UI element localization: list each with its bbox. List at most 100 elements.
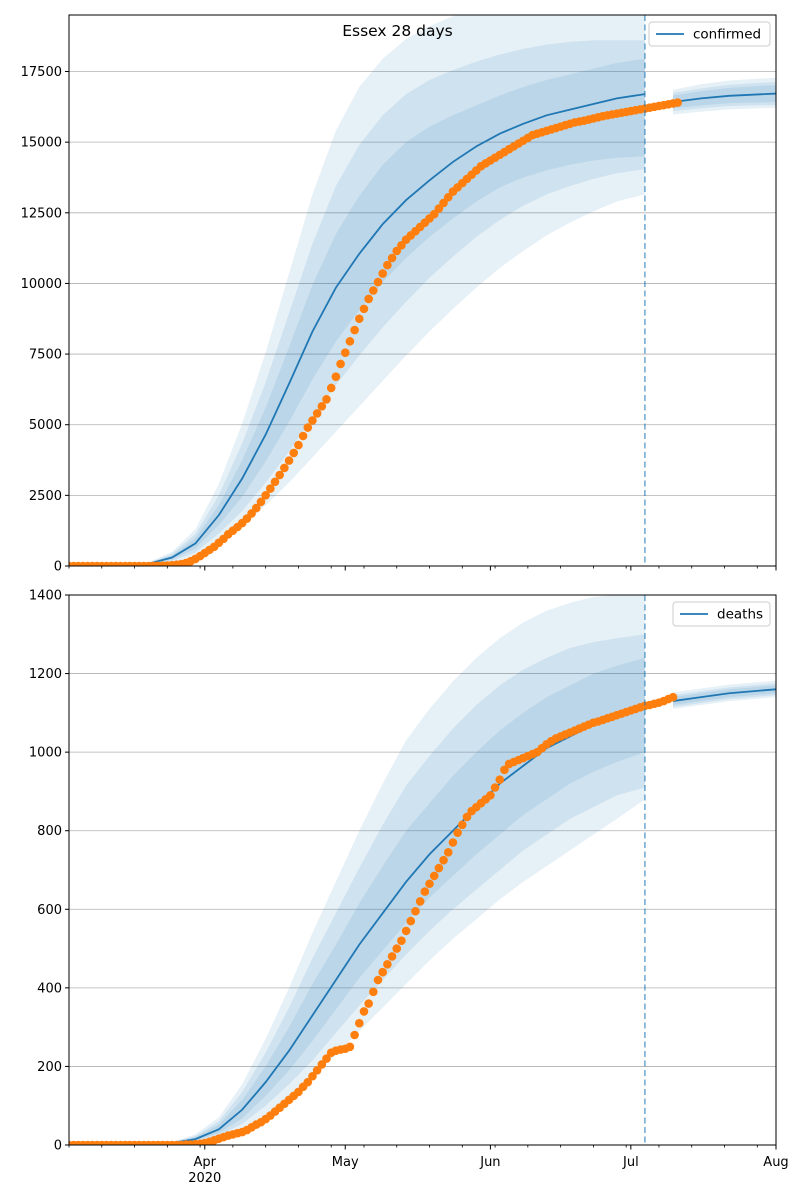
data-point (415, 897, 425, 906)
data-point (289, 448, 299, 458)
data-point (420, 887, 430, 896)
data-point (673, 98, 682, 107)
data-point (397, 936, 406, 946)
y-tick-label: 1400 (29, 589, 62, 604)
legend: confirmed (648, 21, 771, 47)
x-tick-sublabel: 2020 (188, 1171, 221, 1186)
legend: deaths (672, 601, 771, 627)
data-point (406, 916, 416, 926)
y-tick-label: 10000 (21, 277, 62, 292)
data-point (373, 277, 383, 287)
y-tick-label: 0 (54, 1139, 62, 1154)
data-point (383, 959, 392, 969)
data-point (345, 1042, 355, 1052)
data-point (317, 1060, 327, 1069)
data-point (439, 855, 448, 865)
grid (69, 71, 776, 567)
data-point (280, 463, 289, 473)
uncertainty-band (69, 595, 645, 1145)
y-tick-label: 1200 (29, 667, 62, 682)
data-point (322, 1054, 331, 1063)
y-tick-label: 0 (54, 560, 62, 575)
legend-box (648, 21, 771, 47)
data-point (448, 838, 458, 847)
data-point (434, 863, 444, 873)
data-point (261, 491, 270, 500)
y-tick-label: 17500 (21, 65, 62, 80)
y-tick-label: 12500 (21, 206, 62, 221)
x-tick-label: Aug (763, 1155, 788, 1170)
y-tick-label: 2500 (29, 489, 62, 504)
data-point (411, 906, 420, 916)
data-point (340, 348, 350, 357)
data-point (378, 967, 388, 977)
data-point (373, 975, 383, 985)
data-point (495, 775, 505, 784)
data-point (443, 192, 453, 202)
y-tick-label: 5000 (29, 418, 62, 433)
data-point (392, 246, 402, 256)
data-point (443, 848, 453, 857)
legend-box (672, 601, 771, 627)
data-point (397, 240, 406, 250)
x-tick-label: Jun (479, 1155, 500, 1170)
data-point (439, 198, 448, 208)
data-point (331, 372, 341, 381)
uncertainty-band (69, 40, 645, 566)
data-point (256, 497, 266, 507)
data-point (364, 999, 373, 1008)
plot-area (69, 595, 776, 1145)
data-point (387, 952, 397, 961)
y-tick-label: 400 (37, 981, 62, 996)
axes-frame (68, 594, 777, 1146)
data-point (275, 470, 284, 480)
data-point (453, 828, 462, 837)
data-point (303, 1077, 313, 1087)
data-point (350, 1030, 359, 1040)
x-tick-label: May (332, 1155, 359, 1170)
data-point (266, 484, 275, 493)
x-tick-label: Apr (194, 1155, 217, 1170)
data-point (345, 337, 355, 346)
data-point (312, 409, 322, 418)
data-point (312, 1066, 322, 1075)
data-point (326, 383, 336, 393)
x-tick-label: Jul (622, 1155, 639, 1170)
data-point (336, 359, 345, 369)
y-tick-label: 600 (37, 903, 62, 918)
data-point (486, 791, 495, 800)
uncertainty-band (672, 685, 776, 705)
data-point (294, 440, 303, 450)
data-point (354, 314, 364, 324)
legend-label: confirmed (693, 27, 761, 43)
series-line-deaths (69, 708, 646, 1145)
uncertainty-band (69, 58, 645, 566)
data-point (308, 416, 317, 425)
data-point (457, 820, 467, 830)
chart-panel-top: 0 2500 5000 7500 10000 12500 15000 17500 confirm… (21, 14, 777, 575)
data-point (270, 477, 280, 487)
data-point (429, 209, 439, 219)
data-point (378, 269, 388, 278)
data-point (668, 692, 678, 702)
legend-label: deaths (717, 607, 763, 623)
data-point (462, 812, 472, 822)
y-tick-label: 7500 (29, 348, 62, 363)
data-point (303, 423, 313, 432)
uncertainty-band (672, 683, 776, 707)
data-point (401, 926, 411, 936)
data-point (490, 783, 500, 792)
data-point (434, 204, 444, 213)
data-point (251, 503, 261, 513)
data-point (364, 294, 373, 304)
data-point (392, 944, 402, 953)
data-point (383, 260, 392, 270)
y-tick-label: 15000 (21, 136, 62, 151)
axes-frame (68, 14, 777, 567)
data-point (369, 286, 378, 295)
uncertainty-band (69, 15, 645, 566)
data-point (429, 871, 439, 881)
y-tick-label: 200 (37, 1060, 62, 1075)
